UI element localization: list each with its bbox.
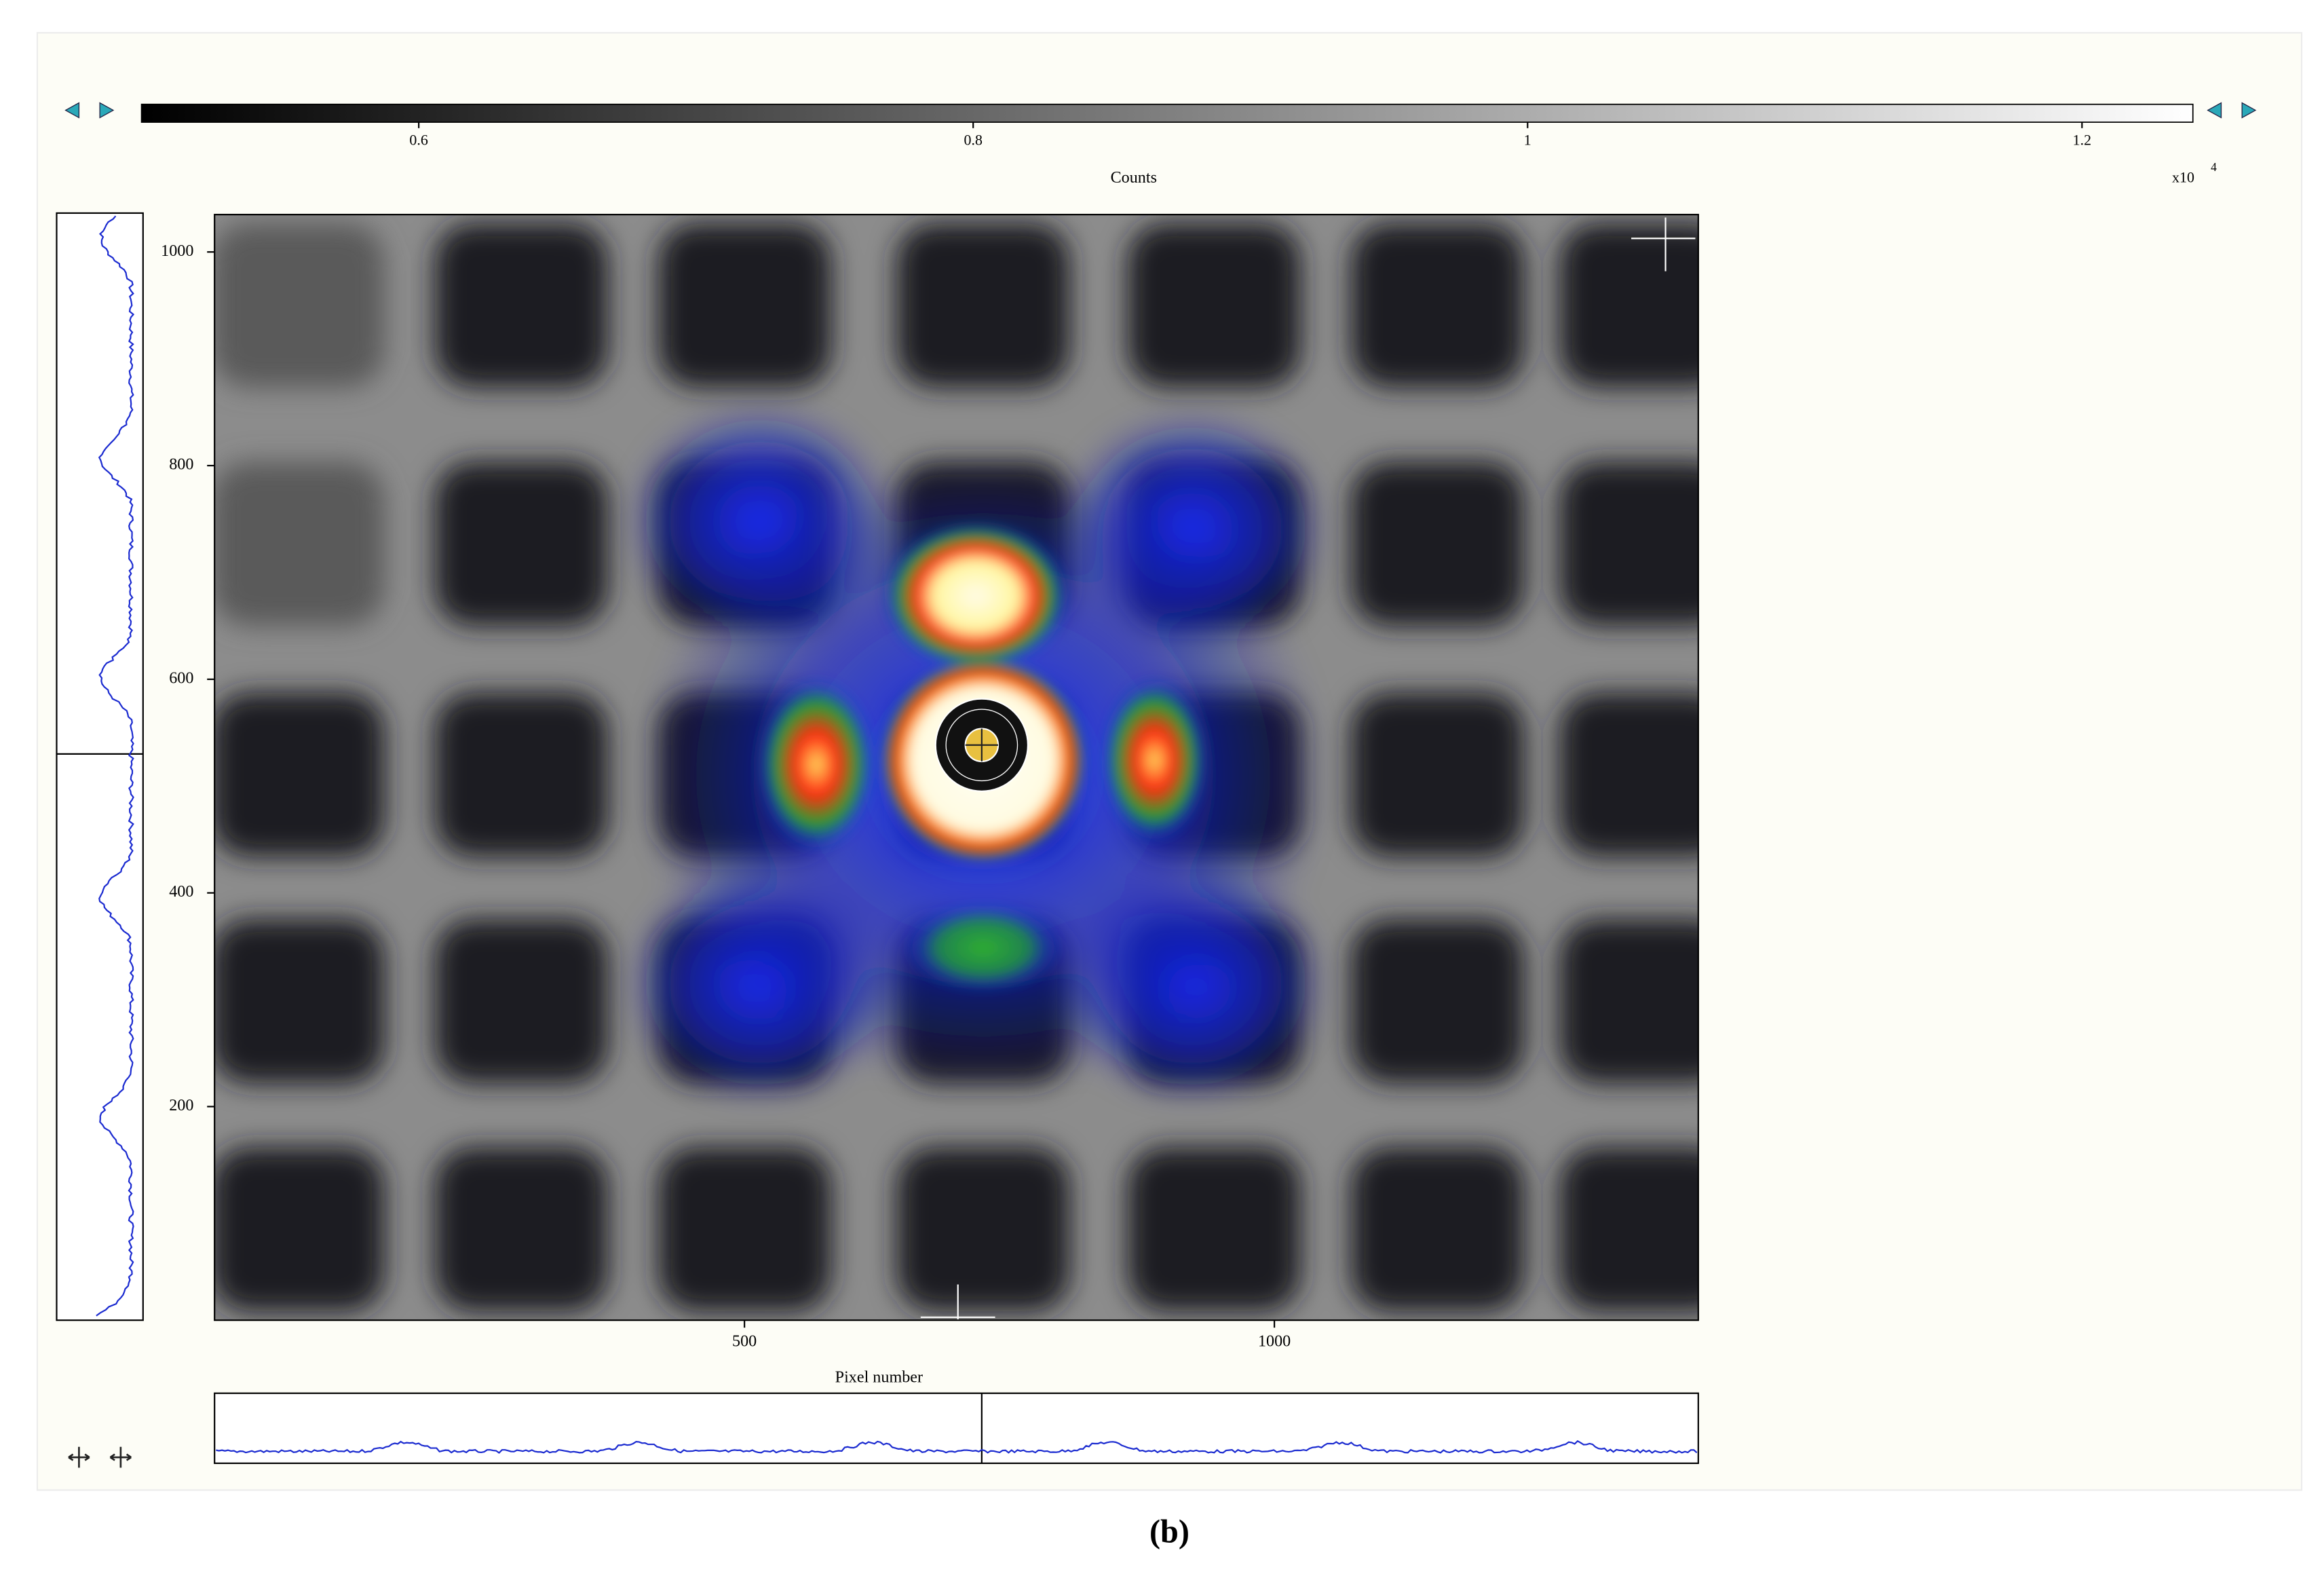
y-profile-trace xyxy=(96,215,135,1317)
colorbar-tick-label: 0.8 xyxy=(964,132,982,149)
x-axis-label: Pixel number xyxy=(835,1368,923,1386)
x-profile-trace xyxy=(216,1440,1698,1454)
colorbar-tick-label: 1 xyxy=(1524,132,1531,149)
x-profile-box xyxy=(214,1392,1699,1465)
y-tick-label: 1000 xyxy=(161,242,193,260)
colorbar-arrows[interactable] xyxy=(64,102,2257,119)
grid-cell xyxy=(1559,462,1698,626)
grid-cell xyxy=(896,223,1070,388)
grid-cell xyxy=(1351,919,1524,1084)
y-tick-label: 400 xyxy=(169,882,193,901)
colorbar-exponent: 4 xyxy=(2211,160,2217,174)
x-tick-label: 500 xyxy=(732,1332,757,1351)
grid-cell xyxy=(435,462,608,626)
grid-cell xyxy=(1128,1147,1301,1312)
colorbar-tick-label: 0.6 xyxy=(409,132,427,149)
grid-cell xyxy=(1559,223,1698,388)
grid-cell xyxy=(896,1147,1070,1312)
grid-cell xyxy=(1559,692,1698,857)
grid-cell xyxy=(658,1147,832,1312)
image-frame xyxy=(214,214,1699,1321)
grid-cell xyxy=(1351,462,1524,626)
grid-cell xyxy=(214,223,385,388)
move-icons[interactable] xyxy=(68,1446,132,1468)
caption: (b) xyxy=(1149,1514,1189,1549)
grid-cell xyxy=(435,1147,608,1312)
colorbar xyxy=(140,103,2194,123)
colorbar-tick-label: 1.2 xyxy=(2073,132,2091,149)
y-profile-box xyxy=(56,212,144,1321)
grid-cell xyxy=(1128,223,1301,388)
grid-cell xyxy=(435,919,608,1084)
y-tick-label: 600 xyxy=(169,669,193,687)
beam-image xyxy=(214,214,1698,1321)
grid-cell xyxy=(1559,919,1698,1084)
grid-cell xyxy=(1351,692,1524,857)
y-tick-label: 200 xyxy=(169,1096,193,1114)
colorbar-label: Counts xyxy=(1111,168,1157,187)
grid-cell xyxy=(1351,223,1524,388)
grid-cell xyxy=(214,692,385,857)
grid-cell xyxy=(435,223,608,388)
grid-cell xyxy=(658,223,832,388)
y-tick-label: 800 xyxy=(169,455,193,474)
grid-cell xyxy=(214,1147,385,1311)
grid-cell xyxy=(1559,1147,1698,1311)
x-tick-label: 1000 xyxy=(1258,1332,1291,1351)
grid-cell xyxy=(214,919,385,1084)
grid-cell xyxy=(1351,1147,1524,1312)
grid-cell xyxy=(435,692,608,857)
grid-cell xyxy=(214,462,385,626)
colorbar-multiplier: x10 xyxy=(2172,168,2194,185)
